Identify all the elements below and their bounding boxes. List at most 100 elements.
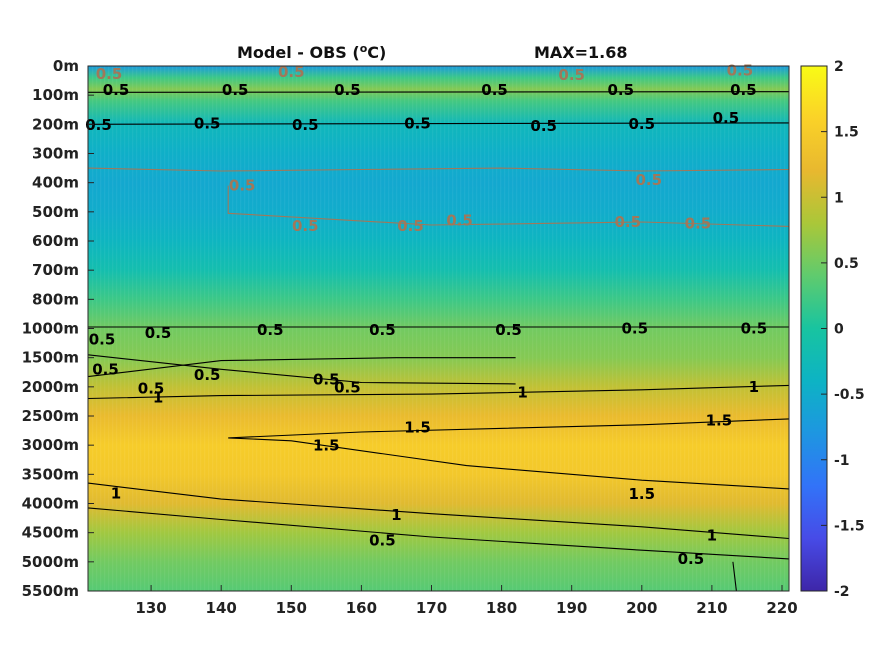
contour-label-41: 1.5 [629,485,656,503]
plot-area: 0.5 0.5 0.5 0.5 0.5 0.50.5 0.5 0.5 0.5 0.5 0.5 0.50… [85,61,790,592]
x-tick-label-0: 130 [135,599,166,617]
contour-label-30: 0.5 [741,320,768,338]
y-tick-label-17: 5000m [22,553,79,571]
contour-label-3: 0.5 [481,81,508,99]
contour-line-9 [732,561,737,592]
contour-label-6: 0.5 [85,116,112,134]
contour-label-34: 0.5 [138,379,165,397]
y-tick-label-2: 200m [32,115,79,133]
contour-label-19: 0.5 [397,217,424,235]
colorbar: 2 1.5 1 0.5 0 -0.5 -1 -1.5 -2 [800,59,865,600]
contour-label-40: 1.5 [313,437,340,455]
contour-label-25: 0.5 [145,324,172,342]
y-tick-label-15: 4000m [22,495,79,513]
colorbar-tick-label-6: -1 [834,453,850,469]
colorbar-tick-label-4: 0 [834,322,844,338]
y-tick-label-9: 1000m [22,320,79,338]
contour-label-12: 0.5 [713,109,740,127]
contour-label-21: 0.5 [615,213,642,231]
contour-label-35: 0.5 [334,378,361,396]
contour-label-42: 1.5 [706,411,733,429]
contour-label-8: 0.5 [292,116,319,134]
contour-label-37: 1 [517,384,527,402]
contour-line-7 [87,482,790,540]
x-tick-label-7: 200 [626,599,657,617]
colorbar-tick-label-3: 0.5 [834,256,859,272]
colorbar-ticks: 2 1.5 1 0.5 0 -0.5 -1 -1.5 -2 [821,59,865,600]
contour-label-33: 0.5 [313,371,340,389]
chart-title-unit-sup: o [360,42,368,55]
y-tick-label-4: 400m [32,174,79,192]
chart-max-label: MAX=1.68 [534,43,628,62]
contour-label-26: 0.5 [257,321,284,339]
contour-label-39: 1.5 [404,419,431,437]
x-tick-label-6: 190 [556,599,587,617]
contour-label-9: 0.5 [404,115,431,133]
contour-line-8 [87,507,790,560]
colorbar-tick-label-2: 1 [834,190,844,206]
contour-line-10 [87,167,790,172]
heatmap-texture [88,66,789,591]
contour-label-36: 1 [153,389,163,407]
contour-label-44: 1 [391,506,401,524]
chart-title: Model - OBS (oC) [237,42,386,62]
contour-label-10: 0.5 [530,117,557,135]
contour-label-15: 0.5 [558,66,585,84]
contour-label-20: 0.5 [446,212,473,230]
contour-label-16: 0.5 [727,61,754,79]
contour-label-4: 0.5 [608,81,635,99]
contour-lines [87,91,790,592]
colorbar-tick-label-0: 2 [834,59,844,75]
contour-label-1: 0.5 [222,81,249,99]
contour-line-11 [227,185,790,227]
contour-label-22: 0.5 [685,215,712,233]
contour-label-11: 0.5 [629,115,656,133]
contour-label-31: 0.5 [92,360,119,378]
chart-title-text: Model - OBS ( [237,43,360,62]
contour-line-0 [87,91,790,93]
contour-line-3 [87,354,516,385]
x-tick-label-1: 140 [206,599,237,617]
colorbar-tick-label-1: 1.5 [834,125,859,141]
y-tick-label-11: 2000m [22,378,79,396]
x-tick-label-3: 160 [346,599,377,617]
contour-label-45: 1 [707,527,717,545]
contour-label-29: 0.5 [622,320,649,338]
y-tick-label-1: 100m [32,86,79,104]
contour-label-18: 0.5 [292,217,319,235]
contour-label-32: 0.5 [194,366,221,384]
contour-label-14: 0.5 [278,63,305,81]
contour-line-6 [228,418,790,490]
x-tick-label-9: 220 [766,599,797,617]
contour-label-43: 1 [111,484,121,502]
y-tick-label-18: 5500m [22,582,79,600]
x-axis: 130 140 150 160 170 180 190 200 210 220 [135,585,798,617]
y-tick-label-10: 1500m [22,349,79,367]
contour-label-0: 0.5 [103,81,130,99]
x-tick-label-5: 180 [486,599,517,617]
contour-label-7: 0.5 [194,115,221,133]
y-tick-label-6: 600m [32,232,79,250]
colorbar-tick-label-5: -0.5 [834,387,865,403]
y-tick-label-14: 3500m [22,465,79,483]
contour-label-38: 1 [749,378,759,396]
x-tick-label-2: 150 [276,599,307,617]
y-tick-label-3: 300m [32,145,79,163]
contour-label-17: 0.5 [229,177,256,195]
contour-label-24: 0.5 [89,331,116,349]
contour-line-1 [87,122,790,125]
y-tick-label-12: 2500m [22,407,79,425]
y-tick-label-13: 3000m [22,436,79,454]
contour-label-47: 0.5 [678,550,705,568]
contour-label-46: 0.5 [369,532,396,550]
contour-label-13: 0.5 [96,65,123,83]
x-tick-label-4: 170 [416,599,447,617]
x-tick-label-8: 210 [696,599,727,617]
contour-label-28: 0.5 [495,321,522,339]
colorbar-tick-label-8: -2 [834,584,850,600]
contour-label-5: 0.5 [730,81,757,99]
chart-title-unit-suffix: C) [367,43,386,62]
colorbar-tick-label-7: -1.5 [834,518,865,534]
contour-label-23: 0.5 [636,171,663,189]
